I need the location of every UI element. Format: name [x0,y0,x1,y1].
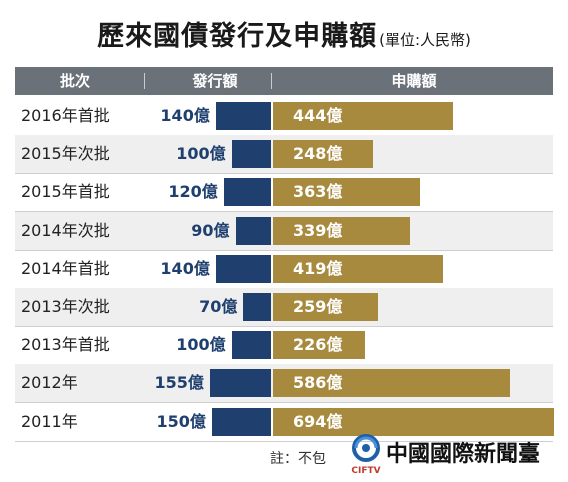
issue-value-label: 120億 [168,182,218,202]
issue-bar [215,102,271,130]
issue-value-label: 150億 [156,411,206,431]
table-row: 2015年首批 120億 363億 [15,173,553,213]
issue-value-label: 100億 [176,335,226,355]
table-row: 2012年 155億 586億 [15,364,553,404]
subscription-value-label: 226億 [293,335,343,355]
issue-value-label: 100億 [176,144,226,164]
table-row: 2013年首批 100億 226億 [15,326,553,366]
subscription-bar [273,369,511,398]
subscription-bar [273,293,378,321]
table-row: 2014年首批 140億 419億 [15,250,553,289]
chart-title: 歷來國債發行及申購額 [97,21,378,52]
issue-value-label: 155億 [154,373,204,393]
footnote: 註：不包 [270,451,326,467]
issue-bar [209,369,271,398]
table-row: 2015年次批 100億 248億 [15,135,553,175]
table-row: 2011年 150億 694億 [15,403,555,442]
table-row: 2016年首批 140億 444億 [15,97,553,136]
subscription-bar [273,178,420,207]
category-label: 2014年次批 [21,220,110,240]
category-label: 2013年次批 [21,297,110,316]
category-label: 2012年 [21,373,78,393]
category-label: 2013年首批 [21,335,110,355]
header-subscription: 申購額 [391,72,437,90]
subscription-value-label: 586億 [293,373,343,393]
category-label: 2014年首批 [21,258,110,278]
subscription-value-label: 259億 [293,297,343,316]
logo-name: 中國國際新聞臺 [386,442,541,467]
unit-label: (單位:人民幣) [379,31,471,49]
subscription-bar [273,102,453,130]
header-issue: 發行額 [192,72,238,90]
issue-bar [211,407,271,436]
subscription-bar [273,140,374,169]
issue-bar [243,293,271,321]
header-separator [271,73,272,89]
issue-bar [235,216,271,245]
subscription-value-label: 339億 [293,220,343,240]
table-row: 2014年次批 90億 339億 [15,211,553,251]
header-batch: 批次 [59,72,90,90]
logo: CIFTV 中國國際新聞臺 [346,432,560,476]
category-label: 2016年首批 [21,106,110,125]
category-label: 2015年首批 [21,182,110,202]
subscription-value-label: 363億 [293,182,343,202]
subscription-bar [273,407,555,436]
issue-value-label: 140億 [160,106,210,125]
swirl-logo-icon: CIFTV [351,434,381,476]
subscription-value-label: 419億 [293,258,343,278]
issue-value-label: 90億 [191,220,230,240]
header-separator [144,73,145,89]
issue-bar [215,254,271,283]
subscription-value-label: 444億 [293,106,343,125]
subscription-bar [273,254,443,283]
logo-mark-text: CIFTV [351,466,380,476]
chart-title-block: 歷來國債發行及申購額 (單位:人民幣) [0,14,568,53]
issue-value-label: 70億 [199,297,238,316]
subscription-value-label: 248億 [293,144,343,164]
subscription-bar [273,216,411,245]
table-header: 批次 發行額 申購額 [15,67,553,95]
subscription-value-label: 694億 [293,411,343,431]
category-label: 2015年次批 [21,144,110,164]
issue-bar [231,331,271,360]
table-row: 2013年次批 70億 259億 [15,288,553,327]
category-label: 2011年 [21,411,78,431]
issue-value-label: 140億 [160,258,210,278]
issue-bar [231,140,271,169]
subscription-bar [273,331,365,360]
issue-bar [223,178,271,207]
